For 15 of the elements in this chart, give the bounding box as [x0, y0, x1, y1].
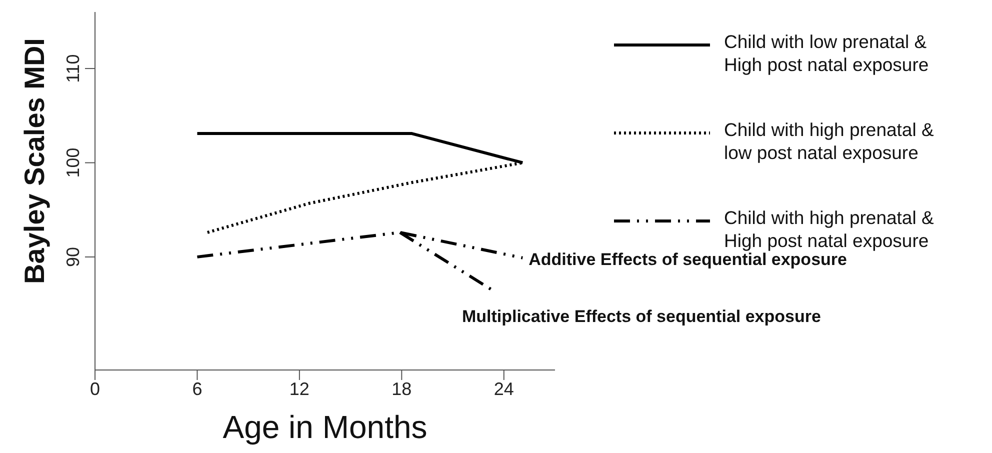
y-tick-label: 90	[63, 246, 83, 267]
x-tick-label: 18	[392, 378, 412, 399]
x-tick-label: 24	[494, 378, 514, 399]
y-tick-label: 110	[63, 54, 83, 83]
x-tick-label: 0	[90, 378, 100, 399]
x-axis-title: Age in Months	[222, 409, 428, 445]
x-tick-label: 12	[289, 378, 310, 399]
text: Child with low prenatal & High post natal exposure	[724, 30, 930, 76]
y-axis-title: Bayley Scales MDI	[19, 38, 50, 284]
annotation: Multiplicative Effects of sequential exposure	[462, 306, 821, 326]
text: Child with high prenatal & High post natal exposure	[724, 206, 935, 252]
text: Child with high prenatal & low post natal exposure	[724, 118, 935, 164]
y-tick-label: 100	[63, 148, 83, 178]
annotation: Additive Effects of sequential exposure	[528, 250, 847, 269]
x-tick-label: 6	[192, 378, 202, 399]
